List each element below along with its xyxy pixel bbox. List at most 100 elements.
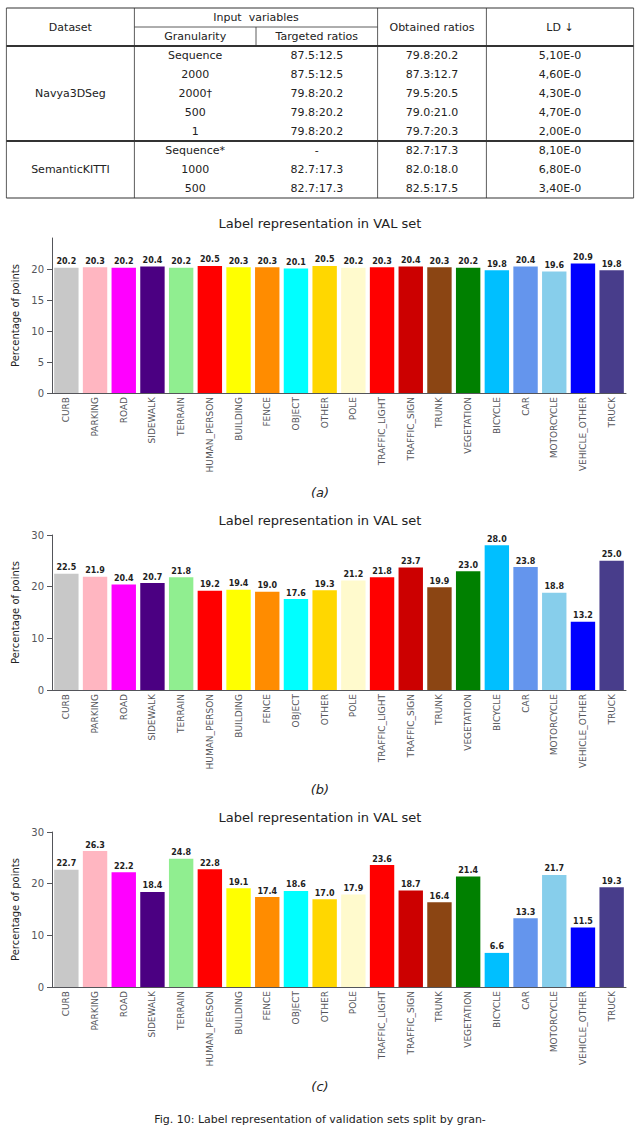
- svg-text:19.3: 19.3: [315, 580, 335, 589]
- svg-text:VEGETATION: VEGETATION: [463, 397, 473, 454]
- svg-text:TRUNK: TRUNK: [434, 693, 444, 726]
- svg-text:4,60E-0: 4,60E-0: [539, 68, 581, 81]
- svg-text:VEHICLE_OTHER: VEHICLE_OTHER: [578, 694, 588, 768]
- svg-text:ROAD: ROAD: [119, 991, 129, 1017]
- svg-text:TRAFFIC_LIGHT: TRAFFIC_LIGHT: [377, 397, 387, 467]
- svg-text:20.1: 20.1: [286, 258, 306, 267]
- svg-text:20.4: 20.4: [516, 256, 536, 265]
- svg-text:Fig. 10: Label representation: Fig. 10: Label representation of validat…: [154, 1113, 486, 1126]
- svg-text:16.4: 16.4: [430, 892, 450, 901]
- svg-text:79.7:20.3: 79.7:20.3: [406, 125, 459, 138]
- svg-text:TRAFFIC_SIGN: TRAFFIC_SIGN: [406, 397, 416, 461]
- svg-text:SIDEWALK: SIDEWALK: [147, 396, 157, 444]
- svg-text:TRAFFIC_SIGN: TRAFFIC_SIGN: [406, 694, 416, 758]
- svg-text:21.8: 21.8: [171, 567, 191, 576]
- svg-text:20: 20: [31, 581, 44, 592]
- svg-text:79.0:21.0: 79.0:21.0: [406, 106, 459, 119]
- svg-text:POLE: POLE: [348, 694, 358, 718]
- svg-text:19.8: 19.8: [487, 260, 507, 269]
- svg-text:PARKING: PARKING: [90, 991, 100, 1031]
- svg-text:Percentage of points: Percentage of points: [10, 264, 21, 367]
- svg-text:TRAFFIC_LIGHT: TRAFFIC_LIGHT: [377, 694, 387, 764]
- svg-text:SIDEWALK: SIDEWALK: [147, 990, 157, 1038]
- svg-text:4,70E-0: 4,70E-0: [539, 106, 581, 119]
- svg-text:HUMAN_PERSON: HUMAN_PERSON: [205, 397, 215, 472]
- svg-text:30: 30: [31, 530, 44, 541]
- svg-text:20.9: 20.9: [573, 253, 593, 262]
- svg-text:0: 0: [38, 982, 44, 993]
- svg-text:FENCE: FENCE: [262, 694, 272, 724]
- svg-text:23.0: 23.0: [458, 561, 478, 570]
- svg-text:POLE: POLE: [348, 991, 358, 1015]
- svg-text:Label representation in VAL se: Label representation in VAL set: [219, 513, 422, 528]
- svg-text:HUMAN_PERSON: HUMAN_PERSON: [205, 991, 215, 1066]
- svg-text:19.3: 19.3: [602, 877, 622, 886]
- svg-text:13.3: 13.3: [516, 908, 536, 917]
- svg-text:82.0:18.0: 82.0:18.0: [406, 163, 459, 176]
- svg-text:1000: 1000: [181, 163, 209, 176]
- svg-text:500: 500: [185, 182, 206, 195]
- svg-text:21.9: 21.9: [85, 566, 105, 575]
- svg-text:Obtained ratios: Obtained ratios: [389, 21, 474, 34]
- svg-text:CURB: CURB: [61, 694, 71, 719]
- svg-text:6,80E-0: 6,80E-0: [539, 163, 581, 176]
- svg-text:ROAD: ROAD: [119, 694, 129, 720]
- svg-text:8,10E-0: 8,10E-0: [539, 144, 581, 157]
- svg-text:87.5:12.5: 87.5:12.5: [290, 68, 343, 81]
- svg-text:Input variables: Input variables: [213, 11, 299, 24]
- svg-text:(b): (b): [311, 782, 329, 797]
- svg-text:19.6: 19.6: [544, 261, 564, 270]
- svg-text:TERRAIN: TERRAIN: [176, 694, 186, 734]
- svg-text:20.2: 20.2: [114, 257, 134, 266]
- svg-text:18.6: 18.6: [286, 880, 306, 889]
- svg-text:17.0: 17.0: [315, 889, 335, 898]
- svg-text:TRAFFIC_LIGHT: TRAFFIC_LIGHT: [377, 991, 387, 1061]
- svg-text:10: 10: [31, 930, 44, 941]
- svg-text:11.5: 11.5: [573, 917, 593, 926]
- svg-text:CAR: CAR: [521, 991, 531, 1010]
- svg-text:OTHER: OTHER: [320, 991, 330, 1022]
- svg-text:2000†: 2000†: [178, 87, 212, 100]
- svg-text:TRAFFIC_SIGN: TRAFFIC_SIGN: [406, 991, 416, 1055]
- svg-text:CAR: CAR: [521, 694, 531, 713]
- svg-text:5,10E-0: 5,10E-0: [539, 49, 581, 62]
- svg-text:Percentage of points: Percentage of points: [10, 561, 21, 664]
- svg-text:SemanticKITTI: SemanticKITTI: [31, 163, 110, 176]
- svg-text:(c): (c): [311, 1079, 328, 1094]
- svg-text:LD ↓: LD ↓: [546, 21, 573, 34]
- svg-text:79.8:20.2: 79.8:20.2: [406, 49, 459, 62]
- svg-text:22.8: 22.8: [200, 859, 220, 868]
- svg-text:TRUCK: TRUCK: [607, 693, 617, 726]
- svg-text:82.7:17.3: 82.7:17.3: [290, 182, 343, 195]
- svg-text:PARKING: PARKING: [90, 397, 100, 437]
- svg-text:500: 500: [185, 106, 206, 119]
- svg-text:PARKING: PARKING: [90, 694, 100, 734]
- svg-text:HUMAN_PERSON: HUMAN_PERSON: [205, 694, 215, 769]
- svg-text:21.2: 21.2: [343, 570, 363, 579]
- svg-text:0: 0: [38, 685, 44, 696]
- svg-text:20.3: 20.3: [372, 257, 392, 266]
- svg-text:79.5:20.5: 79.5:20.5: [406, 87, 459, 100]
- svg-text:Targeted ratios: Targeted ratios: [275, 30, 359, 43]
- svg-text:20.5: 20.5: [315, 255, 335, 264]
- svg-text:BICYCLE: BICYCLE: [492, 694, 502, 731]
- svg-text:POLE: POLE: [348, 397, 358, 421]
- svg-text:2,00E-0: 2,00E-0: [539, 125, 581, 138]
- svg-text:3,40E-0: 3,40E-0: [539, 182, 581, 195]
- svg-text:22.7: 22.7: [56, 859, 76, 868]
- svg-text:19.2: 19.2: [200, 580, 220, 589]
- svg-text:Label representation in VAL se: Label representation in VAL set: [219, 216, 422, 231]
- svg-text:-: -: [315, 144, 319, 157]
- svg-text:CURB: CURB: [61, 397, 71, 422]
- svg-text:21.4: 21.4: [458, 866, 478, 875]
- svg-text:82.5:17.5: 82.5:17.5: [406, 182, 459, 195]
- svg-text:23.8: 23.8: [516, 557, 536, 566]
- svg-text:5: 5: [38, 357, 44, 368]
- svg-text:20.4: 20.4: [114, 574, 134, 583]
- svg-text:13.2: 13.2: [573, 611, 593, 620]
- svg-text:Navya3DSeg: Navya3DSeg: [35, 87, 106, 100]
- svg-text:20.4: 20.4: [143, 256, 163, 265]
- svg-text:20.3: 20.3: [257, 257, 277, 266]
- svg-text:Percentage of points: Percentage of points: [10, 858, 21, 961]
- svg-text:18.4: 18.4: [143, 881, 163, 890]
